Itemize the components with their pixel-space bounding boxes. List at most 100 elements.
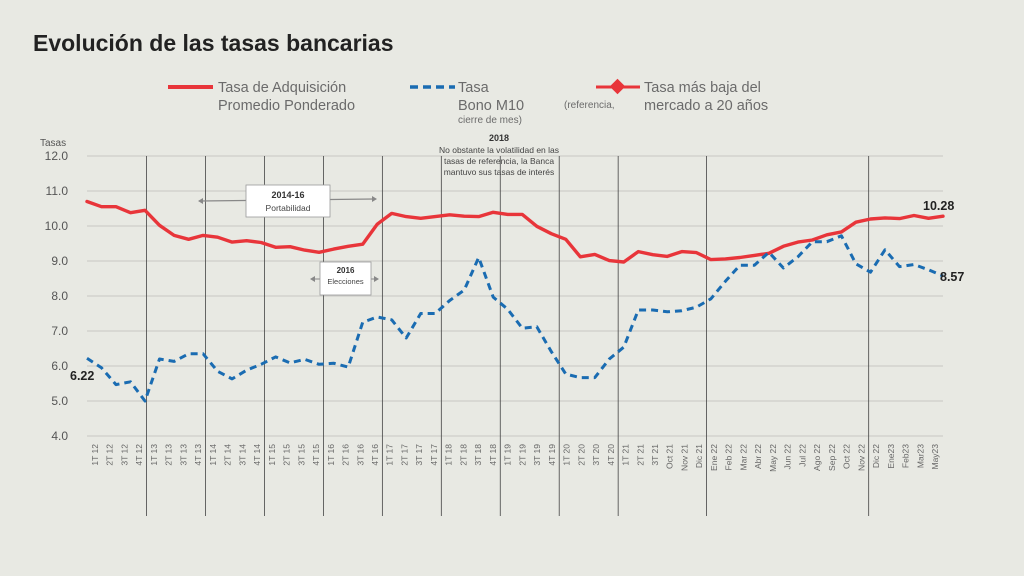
x-tick-label: Dic 21: [694, 444, 704, 468]
x-tick-label: 1T 21: [621, 444, 631, 466]
legend-blue-ref: (referencia,: [564, 100, 615, 111]
legend-diamond-label-1: Tasa más baja del: [644, 80, 761, 96]
annotation-2018-line-2: tasas de referencia, la Banca: [444, 156, 554, 166]
x-tick-label: Sep 22: [827, 444, 837, 471]
annotation-2014-16-box: [245, 184, 331, 218]
x-tick-label: Feb 22: [724, 444, 734, 471]
x-tick-label: 4T 16: [370, 444, 380, 466]
x-tick-label: 3T 21: [650, 444, 660, 466]
x-tick-label: 1T 17: [385, 444, 395, 466]
annotation-2014-16: 2014-16 Portabilidad: [198, 184, 377, 218]
y-tick-label: 12.0: [45, 149, 69, 163]
x-tick-label: Dic 22: [871, 444, 881, 468]
x-tick-label: 4T 17: [429, 444, 439, 466]
y-axis: 4.0 5.0 6.0 7.0 8.0 9.0 10.0 11.0 12.0: [45, 149, 69, 443]
y-tick-label: 9.0: [51, 254, 68, 268]
y-tick-label: 5.0: [51, 394, 68, 408]
y-tick-label: 8.0: [51, 289, 68, 303]
x-tick-label: 1T 19: [503, 444, 513, 466]
x-tick-label: Nov 22: [856, 444, 866, 471]
x-tick-label: 2T 13: [164, 444, 174, 466]
x-tick-label: 2T 17: [399, 444, 409, 466]
annotation-2018-line-3: mantuvo sus tasas de interés: [444, 167, 555, 177]
x-tick-label: 2T 21: [635, 444, 645, 466]
annotation-2016-title: 2016: [337, 266, 355, 275]
x-tick-label: 1T 18: [444, 444, 454, 466]
arrow-left-icon: [310, 276, 315, 282]
x-tick-label: Ene23: [886, 444, 896, 469]
x-tick-label: 3T 19: [532, 444, 542, 466]
x-tick-label: 4T 18: [488, 444, 498, 466]
x-tick-label: Feb23: [901, 444, 911, 468]
legend-blue-sub: cierre de mes): [458, 115, 522, 126]
arrow-right-icon: [372, 196, 377, 202]
red-series-line: [85, 199, 945, 264]
annotation-2018-title: 2018: [489, 133, 509, 143]
x-tick-label: 3T 12: [119, 444, 129, 466]
x-tick-label: 4T 20: [606, 444, 616, 466]
x-tick-label: 3T 13: [178, 444, 188, 466]
x-tick-label: 1T 16: [326, 444, 336, 466]
y-axis-label: Tasas: [40, 138, 66, 149]
y-tick-label: 4.0: [51, 429, 68, 443]
legend-blue-label-1: Tasa: [458, 80, 490, 96]
legend-diamond-label-2: mercado a 20 años: [644, 98, 768, 114]
x-tick-label: May 22: [768, 444, 778, 472]
x-tick-label: 2T 19: [517, 444, 527, 466]
x-tick-label: 3T 14: [237, 444, 247, 466]
x-tick-label: 2T 14: [223, 444, 233, 466]
x-tick-label: Oct 22: [842, 444, 852, 469]
x-tick-label: 2T 20: [576, 444, 586, 466]
legend: Tasa de Adquisición Promedio Ponderado T…: [168, 78, 768, 126]
annotation-2018: 2018 No obstante la volatilidad en las t…: [439, 133, 559, 177]
annotation-2014-16-title: 2014-16: [271, 190, 304, 200]
x-tick-label: Ago 22: [812, 444, 822, 471]
x-tick-label: 3T 17: [414, 444, 424, 466]
y-tick-label: 11.0: [46, 184, 69, 198]
legend-diamond-icon: [609, 78, 626, 95]
arrow-left-icon: [198, 198, 203, 204]
x-axis: 1T 12 2T 12 3T 12 4T 12 1T 13 2T 13 3T 13 4T 13…: [90, 444, 940, 472]
x-tick-label: 4T 12: [134, 444, 144, 466]
x-tick-label: Ene 22: [709, 444, 719, 471]
x-tick-label: 1T 12: [90, 444, 100, 466]
x-tick-label: Mar23: [915, 444, 925, 468]
y-tick-label: 10.0: [45, 219, 69, 233]
arrow-right-icon: [374, 276, 379, 282]
blue-series-line: [86, 234, 944, 403]
x-tick-label: May23: [930, 444, 940, 470]
x-tick-label: 4T 15: [311, 444, 321, 466]
start-value-blue: 6.22: [70, 369, 94, 383]
x-tick-label: 2T 15: [282, 444, 292, 466]
legend-red-label-2: Promedio Ponderado: [218, 98, 355, 114]
x-tick-label: 3T 18: [473, 444, 483, 466]
end-value-red: 10.28: [923, 199, 954, 213]
y-tick-label: 6.0: [51, 359, 68, 373]
x-tick-label: 3T 16: [355, 444, 365, 466]
annotation-2016-sub: Elecciones: [327, 277, 364, 286]
y-tick-label: 7.0: [51, 324, 68, 338]
x-tick-label: 2T 16: [341, 444, 351, 466]
legend-blue-label-2: Bono M10: [458, 98, 524, 114]
annotation-2014-16-sub: Portabilidad: [266, 203, 311, 213]
annotation-2016-box: [319, 261, 372, 296]
x-tick-label: Mar 22: [738, 444, 748, 471]
x-tick-label: 4T 13: [193, 444, 203, 466]
x-tick-label: 4T 14: [252, 444, 262, 466]
annotation-2016: 2016 Elecciones: [310, 261, 379, 296]
x-tick-label: Jul 22: [797, 444, 807, 467]
end-value-blue: 8.57: [940, 270, 964, 284]
x-tick-label: 2T 18: [458, 444, 468, 466]
chart-title: Evolución de las tasas bancarias: [33, 30, 394, 56]
x-tick-label: 3T 15: [296, 444, 306, 466]
x-tick-label: 4T 19: [547, 444, 557, 466]
x-tick-label: 2T 12: [105, 444, 115, 466]
x-tick-label: 1T 15: [267, 444, 277, 466]
x-tick-label: 1T 20: [562, 444, 572, 466]
x-tick-label: 3T 20: [591, 444, 601, 466]
x-tick-label: Abr 22: [753, 444, 763, 469]
x-tick-label: Jun 22: [783, 444, 793, 470]
x-tick-label: Nov 21: [679, 444, 689, 471]
annotation-2018-line-1: No obstante la volatilidad en las: [439, 145, 559, 155]
